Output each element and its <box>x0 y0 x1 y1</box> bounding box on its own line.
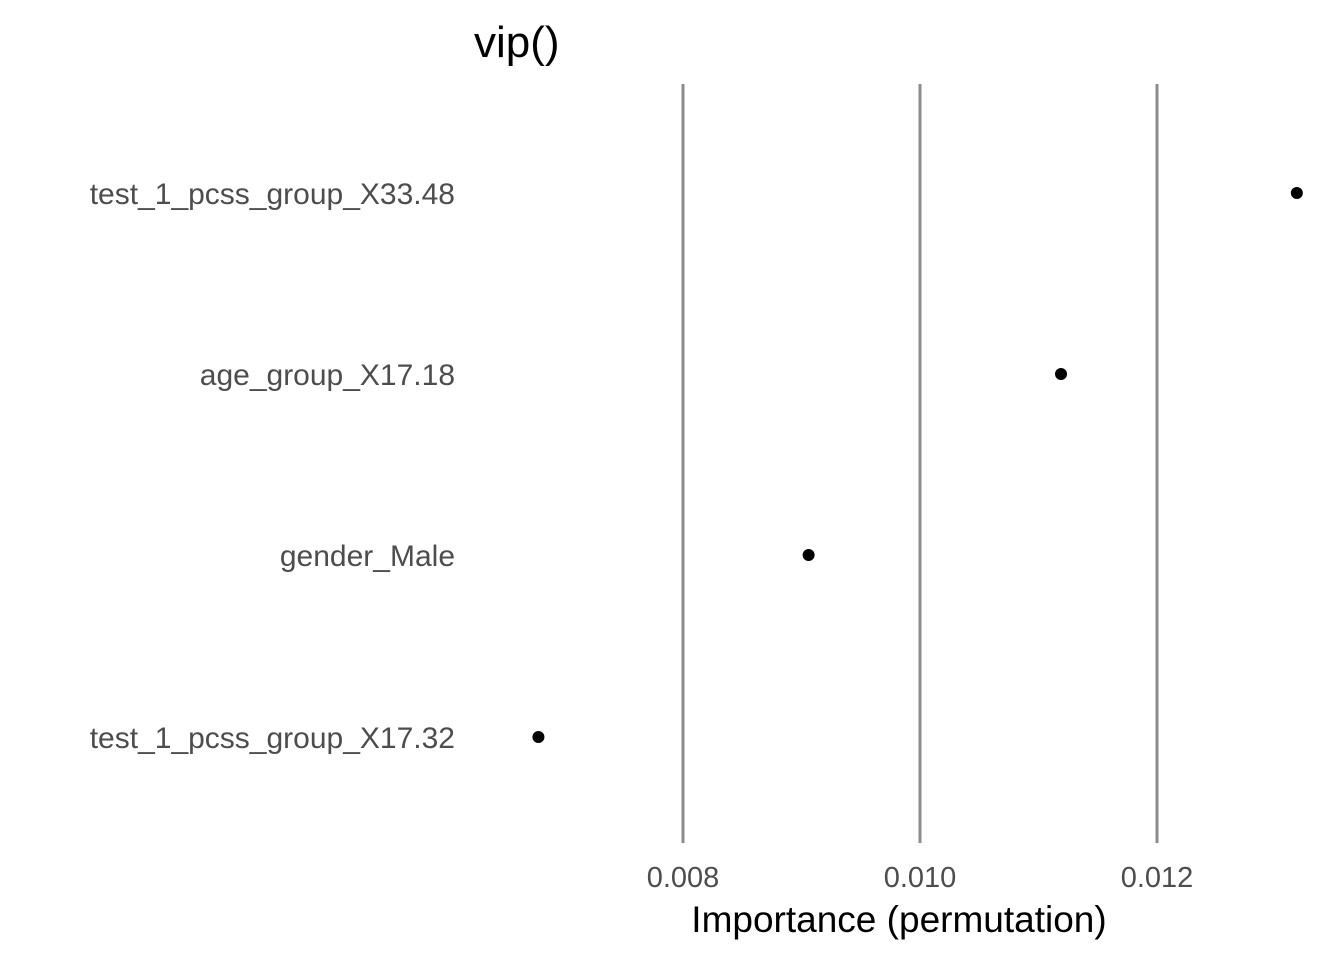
y-category-label: age_group_X17.18 <box>200 359 455 392</box>
x-tick-label: 0.010 <box>884 862 957 894</box>
data-point <box>802 549 815 561</box>
grid-lines <box>681 84 1159 843</box>
x-tick-label: 0.012 <box>1121 862 1194 894</box>
y-axis-labels: test_1_pcss_group_X33.48 age_group_X17.18… <box>90 178 455 755</box>
data-point <box>1290 187 1303 199</box>
data-point <box>532 731 545 743</box>
chart-title: vip() <box>474 18 560 67</box>
x-axis-ticks: 0.008 0.010 0.012 <box>647 862 1194 894</box>
x-axis-title: Importance (permutation) <box>691 899 1106 940</box>
data-point <box>1055 368 1068 380</box>
y-category-label: gender_Male <box>280 540 455 573</box>
x-tick-label: 0.008 <box>647 862 720 894</box>
data-points <box>532 187 1303 743</box>
y-category-label: test_1_pcss_group_X17.32 <box>90 722 455 755</box>
y-category-label: test_1_pcss_group_X33.48 <box>90 178 455 211</box>
